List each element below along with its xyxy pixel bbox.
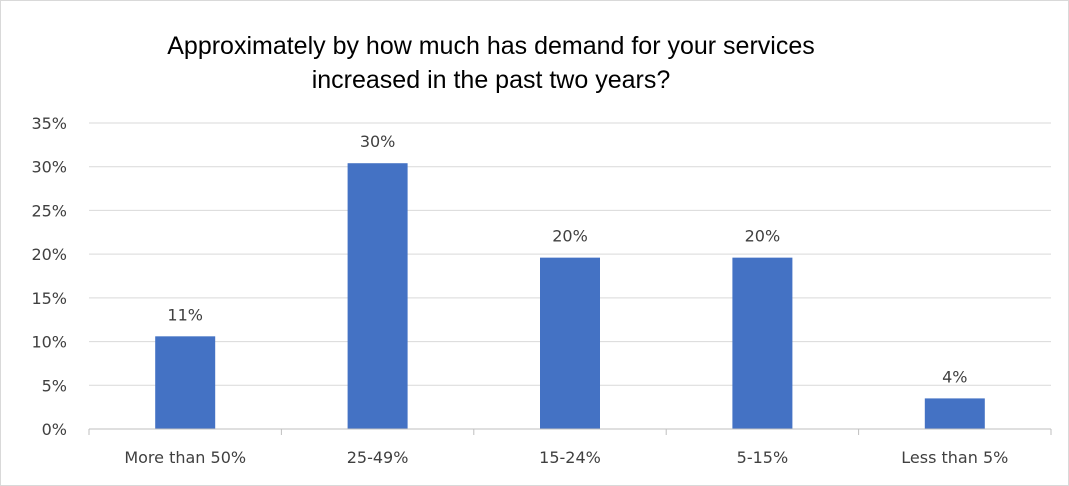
x-category-label-less-than-5: Less than 5% xyxy=(901,448,1008,467)
y-tick-label-20: 20% xyxy=(31,245,67,264)
chart-title-line-2: increased in the past two years? xyxy=(311,66,671,94)
y-tick-label-10: 10% xyxy=(31,333,67,352)
x-axis xyxy=(88,428,1052,435)
chart-title: Approximately by how much has demand for… xyxy=(91,29,891,97)
data-labels: 11% 30% 20% 20% 4% xyxy=(167,132,967,386)
y-tick-label-15: 15% xyxy=(31,289,67,308)
x-category-label-5-15: 5-15% xyxy=(737,448,789,467)
data-label-25-49: 30% xyxy=(360,132,396,151)
y-tick-label-25: 25% xyxy=(31,201,67,220)
x-category-label-15-24: 15-24% xyxy=(539,448,601,467)
bar-more-than-50 xyxy=(155,336,216,429)
data-label-more-than-50: 11% xyxy=(167,305,203,324)
bar-15-24 xyxy=(540,257,600,429)
data-label-15-24: 20% xyxy=(552,227,588,246)
data-label-5-15: 20% xyxy=(745,227,781,246)
y-tick-label-5: 5% xyxy=(42,376,67,395)
y-tick-label-30: 30% xyxy=(31,158,67,177)
chart-title-line-1: Approximately by how much has demand for… xyxy=(167,32,815,60)
y-tick-label-0: 0% xyxy=(42,420,67,439)
y-axis-tick-labels: 0% 5% 10% 15% 20% 25% 30% 35% xyxy=(31,114,67,439)
bars xyxy=(155,163,985,429)
bar-25-49 xyxy=(347,163,408,429)
bar-5-15 xyxy=(732,257,793,429)
bar-less-than-5 xyxy=(924,398,985,429)
x-category-label-25-49: 25-49% xyxy=(347,448,409,467)
x-category-label-more-than-50: More than 50% xyxy=(124,448,246,467)
data-label-less-than-5: 4% xyxy=(942,367,967,386)
y-tick-label-35: 35% xyxy=(31,114,67,133)
x-axis-category-labels: More than 50% 25-49% 15-24% 5-15% Less than … xyxy=(124,448,1008,467)
